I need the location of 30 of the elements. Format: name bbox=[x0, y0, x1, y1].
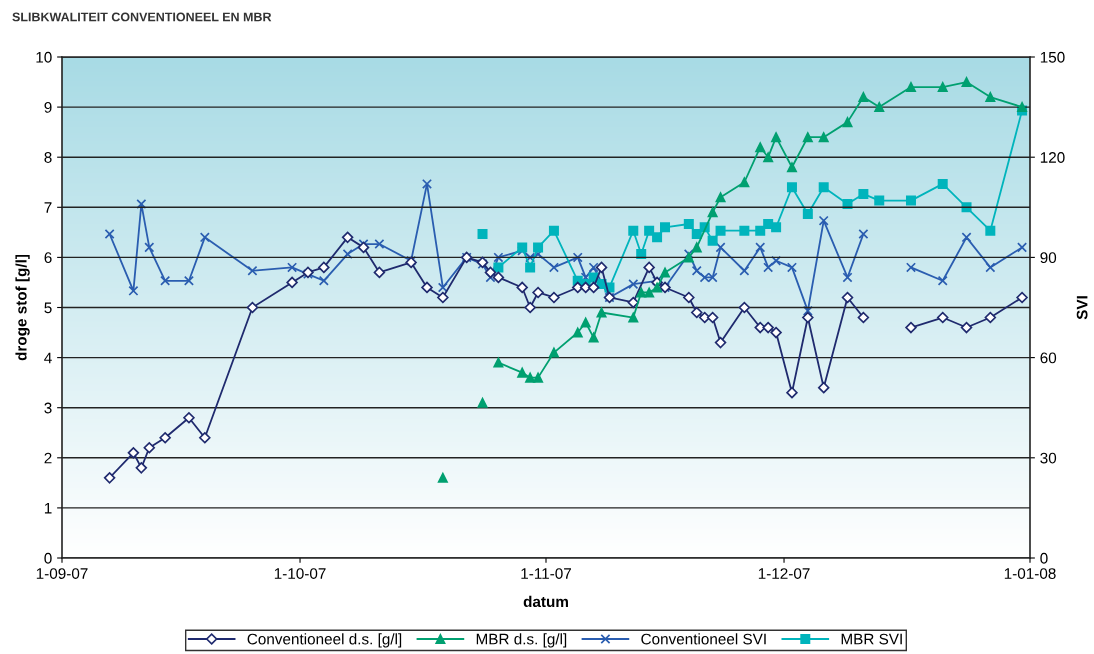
y2-tick-label: 30 bbox=[1040, 452, 1057, 464]
y-tick-label: 4 bbox=[44, 352, 52, 364]
x-tick-label: 1-01-08 bbox=[1004, 568, 1056, 579]
legend-label: Conventioneel d.s. [g/l] bbox=[247, 633, 402, 648]
y-tick-label: 2 bbox=[44, 452, 52, 464]
x-tick-label: 1-11-07 bbox=[521, 568, 571, 579]
x-axis-title: datum bbox=[523, 595, 568, 608]
y-tick-label: 7 bbox=[44, 202, 52, 213]
legend-label: Conventioneel SVI bbox=[641, 633, 766, 645]
y-tick-label: 10 bbox=[36, 51, 52, 63]
y-tick-label: 5 bbox=[44, 302, 52, 314]
y2-tick-label: 120 bbox=[1040, 152, 1065, 163]
y-tick-label: 9 bbox=[44, 101, 52, 113]
y2-tick-label: 150 bbox=[1040, 51, 1065, 63]
y-tick-label: 8 bbox=[44, 152, 52, 163]
y-tick-label: 3 bbox=[44, 402, 52, 414]
legend-label: MBR d.s. [g/l] bbox=[476, 633, 567, 648]
y-axis-title: droge stof [g/l] bbox=[15, 254, 30, 361]
y-tick-label: 6 bbox=[44, 252, 52, 264]
y-tick-label: 0 bbox=[44, 552, 52, 564]
x-tick-label: 1-12-07 bbox=[758, 568, 810, 579]
chart-title: SLIBKWALITEIT CONVENTIONEEL EN MBR bbox=[12, 12, 272, 22]
x-tick-label: 1-10-07 bbox=[274, 568, 326, 579]
legend-label: MBR SVI bbox=[841, 633, 902, 645]
y-tick-label: 1 bbox=[44, 502, 52, 514]
y2-tick-label: 60 bbox=[1040, 352, 1057, 364]
y2-tick-label: 0 bbox=[1040, 552, 1048, 564]
y2-axis-title: SVI bbox=[1076, 296, 1088, 320]
y2-tick-label: 90 bbox=[1040, 252, 1057, 264]
x-tick-label: 1-09-07 bbox=[36, 568, 88, 579]
